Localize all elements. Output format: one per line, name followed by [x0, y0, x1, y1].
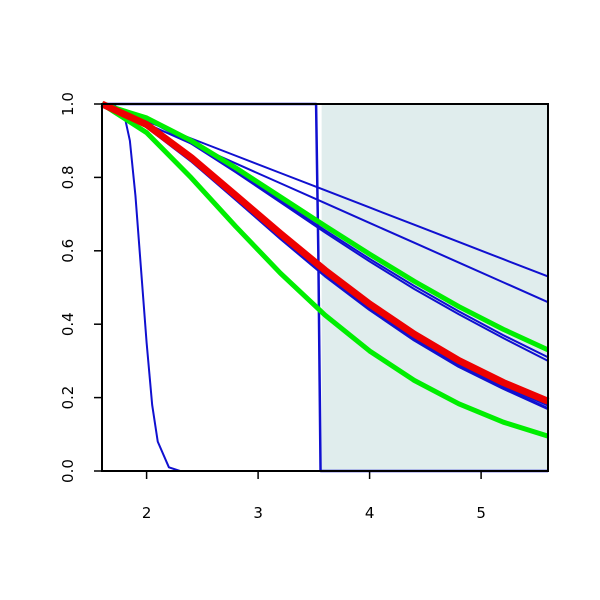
shaded-region	[321, 104, 548, 471]
x-tick-label: 4	[365, 504, 375, 522]
curve	[101, 101, 550, 353]
curve	[100, 100, 550, 405]
x-tick-label: 5	[476, 504, 486, 522]
plot-frame	[101, 103, 549, 472]
y-tick-label: 1.0	[59, 92, 77, 116]
y-tick-label: 0.6	[59, 239, 77, 263]
y-tick-label: 0.4	[59, 312, 77, 336]
y-tick-label: 0.0	[59, 459, 77, 483]
y-tick-label: 0.2	[59, 386, 77, 410]
y-tick-label: 0.8	[59, 165, 77, 189]
curve	[101, 103, 549, 304]
x-tick-label: 3	[253, 504, 263, 522]
x-tick-label: 2	[142, 504, 152, 522]
curve	[100, 101, 549, 439]
